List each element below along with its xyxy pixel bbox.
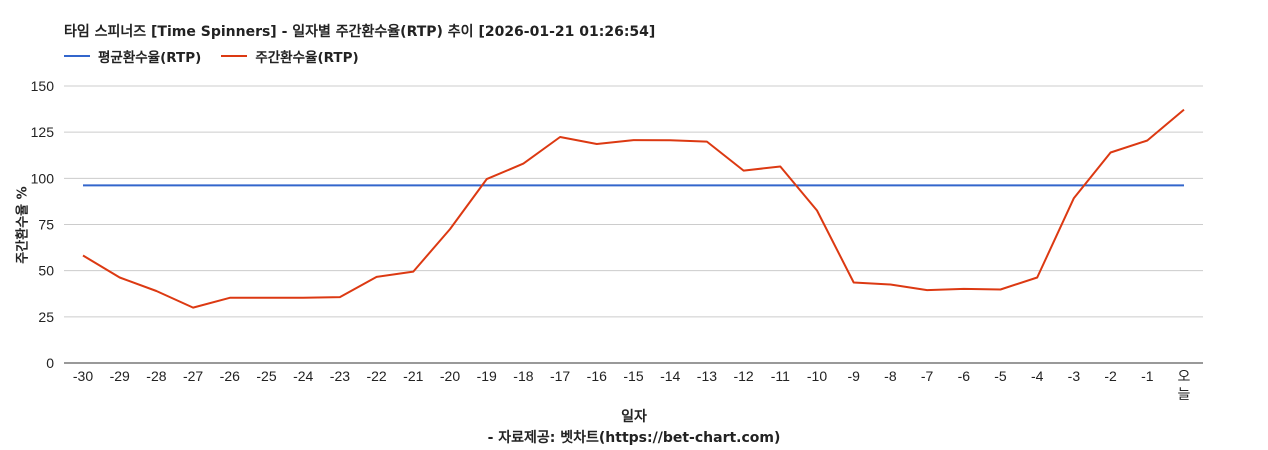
y-tick-label: 25 xyxy=(38,309,54,325)
x-tick-label: -28 xyxy=(146,368,166,384)
x-tick-label: -20 xyxy=(440,368,460,384)
legend-item-average-rtp[interactable]: 평균환수율(RTP) xyxy=(64,46,201,66)
series-lines xyxy=(82,108,1185,309)
x-tick-label: 오 xyxy=(1178,368,1191,384)
x-tick-label: -5 xyxy=(994,368,1007,384)
x-tick-label: -24 xyxy=(293,368,313,384)
x-tick-label: -26 xyxy=(220,368,240,384)
x-tick-label: -21 xyxy=(403,368,423,384)
x-tick-label: -9 xyxy=(847,368,860,384)
x-tick-label: -8 xyxy=(884,368,897,384)
y-tick-label: 0 xyxy=(46,355,54,371)
legend-label-average-rtp: 평균환수율(RTP) xyxy=(98,50,202,66)
x-axis-ticks: -30 -29 -28 -27 -26 -25 -24 -23 -22 -21 -20 -19 -18 -… xyxy=(73,368,1191,402)
x-tick-label: -23 xyxy=(330,368,350,384)
y-tick-label: 125 xyxy=(31,124,55,140)
y-axis-label: 주간환수율 % xyxy=(15,186,31,264)
x-tick-label: -15 xyxy=(623,368,643,384)
x-tick-label: -4 xyxy=(1031,368,1044,384)
legend-item-weekly-rtp[interactable]: 주간환수율(RTP) xyxy=(221,46,359,66)
series-line-weekly-rtp[interactable] xyxy=(82,108,1185,309)
x-tick-label: -3 xyxy=(1068,368,1081,384)
x-tick-label: -16 xyxy=(587,368,607,384)
x-tick-label: -19 xyxy=(477,368,497,384)
x-tick-label: -10 xyxy=(807,368,827,384)
y-axis-ticks: 0 25 50 75 100 125 150 xyxy=(31,78,55,371)
x-tick-label: -11 xyxy=(771,368,790,384)
data-source-credit: - 자료제공: 벳차트(https://bet-chart.com) xyxy=(487,430,781,446)
x-tick-label: -22 xyxy=(366,368,386,384)
x-tick-label: -12 xyxy=(733,368,753,384)
x-axis-label: 일자 xyxy=(621,409,647,425)
x-tick-label: -30 xyxy=(73,368,93,384)
y-tick-label: 100 xyxy=(31,170,55,186)
y-tick-label: 50 xyxy=(38,263,54,279)
chart-title: 타임 스피너즈 [Time Spinners] - 일자별 주간환수율(RTP)… xyxy=(64,24,656,40)
legend-swatch-average-icon xyxy=(64,55,90,57)
x-tick-label: -14 xyxy=(660,368,680,384)
legend-swatch-weekly-icon xyxy=(221,55,248,57)
x-tick-label: 늘 xyxy=(1178,386,1191,402)
x-tick-label: -6 xyxy=(958,368,971,384)
x-tick-label: -29 xyxy=(110,368,130,384)
x-tick-label: -2 xyxy=(1104,368,1117,384)
x-tick-label: -13 xyxy=(697,368,717,384)
x-tick-label: -1 xyxy=(1141,368,1154,384)
x-tick-label: -17 xyxy=(550,368,570,384)
legend-label-weekly-rtp: 주간환수율(RTP) xyxy=(255,50,359,66)
y-tick-label: 150 xyxy=(31,78,55,94)
x-tick-label: -18 xyxy=(513,368,533,384)
x-tick-label: -27 xyxy=(183,368,203,384)
gridlines xyxy=(64,85,1203,364)
chart-legend: 평균환수율(RTP) 주간환수율(RTP) xyxy=(64,46,379,66)
x-tick-label: -7 xyxy=(921,368,934,384)
y-tick-label: 75 xyxy=(38,217,54,233)
x-tick-label: -25 xyxy=(256,368,276,384)
